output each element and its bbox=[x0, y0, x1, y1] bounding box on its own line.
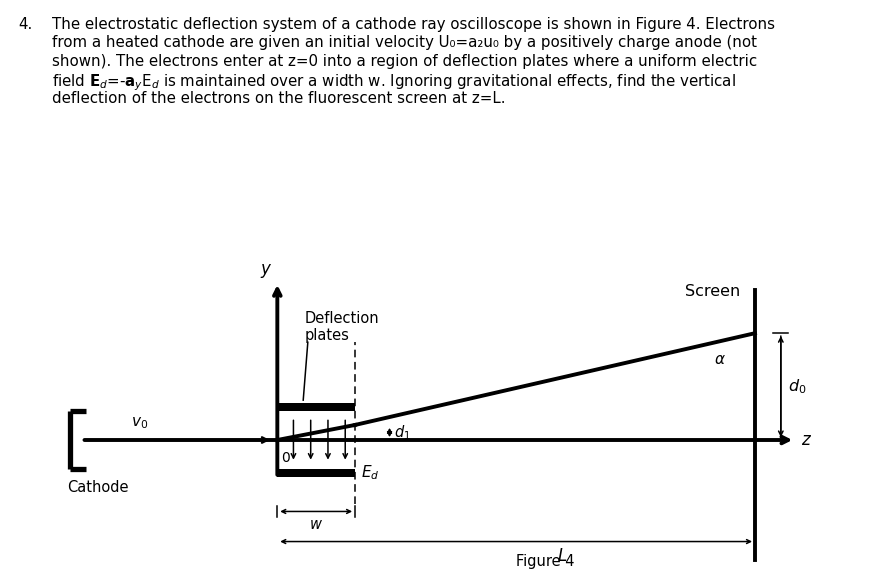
Text: Cathode: Cathode bbox=[68, 480, 129, 495]
Text: Screen: Screen bbox=[685, 284, 740, 298]
Text: $d_1$: $d_1$ bbox=[394, 423, 411, 442]
Text: from a heated cathode are given an initial velocity U₀=a₂u₀ by a positively char: from a heated cathode are given an initi… bbox=[52, 36, 757, 50]
Text: $d_0$: $d_0$ bbox=[788, 377, 806, 396]
Bar bbox=[277, 469, 355, 477]
Text: y: y bbox=[260, 260, 271, 278]
Text: 0: 0 bbox=[281, 450, 290, 464]
Text: Figure 4: Figure 4 bbox=[516, 555, 574, 569]
Text: shown). The electrons enter at z=0 into a region of deflection plates where a un: shown). The electrons enter at z=0 into … bbox=[52, 54, 757, 69]
Bar bbox=[277, 403, 355, 411]
Text: Deflection
plates: Deflection plates bbox=[305, 311, 380, 343]
Text: deflection of the electrons on the fluorescent screen at z=L.: deflection of the electrons on the fluor… bbox=[52, 91, 505, 106]
Text: The electrostatic deflection system of a cathode ray oscilloscope is shown in Fi: The electrostatic deflection system of a… bbox=[52, 17, 775, 32]
Text: field $\mathbf{E}_d$=-$\mathbf{a}_y$E$_d$ is maintained over a width w. Ignoring: field $\mathbf{E}_d$=-$\mathbf{a}_y$E$_d… bbox=[52, 73, 736, 93]
Text: w: w bbox=[310, 518, 323, 532]
Text: 4.: 4. bbox=[18, 17, 32, 32]
Text: $v_0$: $v_0$ bbox=[131, 415, 148, 431]
Text: z: z bbox=[801, 431, 810, 449]
Text: $L$: $L$ bbox=[557, 547, 568, 565]
Text: $E_d$: $E_d$ bbox=[361, 463, 380, 482]
Text: $\alpha$: $\alpha$ bbox=[714, 352, 725, 367]
